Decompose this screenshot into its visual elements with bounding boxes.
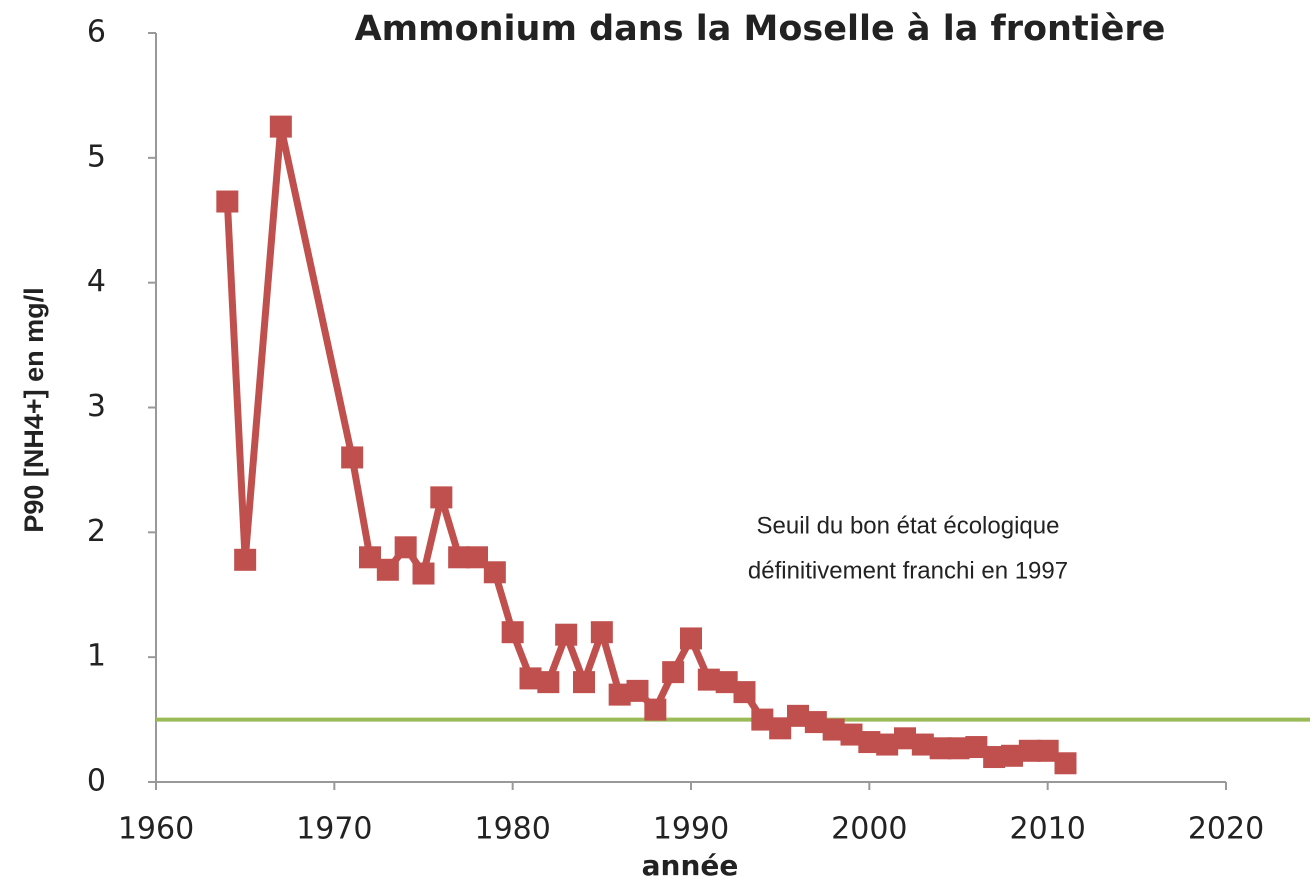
marker <box>840 723 863 746</box>
marker <box>680 627 702 650</box>
marker <box>894 727 916 750</box>
marker <box>769 717 792 740</box>
marker <box>234 548 257 571</box>
x-tick-label: 2010 <box>1009 812 1085 847</box>
marker <box>644 698 667 721</box>
marker <box>1036 739 1059 762</box>
marker <box>983 746 1006 769</box>
y-axis-label: P90 [NH4+] en mg/l <box>19 287 49 532</box>
marker <box>947 737 970 760</box>
chart-title: Ammonium dans la Moselle à la frontière <box>355 9 1166 49</box>
marker <box>1018 739 1041 762</box>
marker <box>590 621 613 644</box>
marker <box>965 736 988 759</box>
marker <box>608 683 631 706</box>
marker <box>1054 752 1077 775</box>
marker <box>662 661 685 684</box>
marker <box>822 718 845 741</box>
marker <box>858 731 881 754</box>
x-tick-label: 1990 <box>653 812 729 847</box>
marker <box>394 536 417 559</box>
marker <box>573 671 595 694</box>
y-tick-label: 1 <box>87 639 106 674</box>
x-tick-label: 2000 <box>831 812 907 847</box>
marker <box>269 115 292 138</box>
marker <box>876 733 899 756</box>
x-tick-label: 1970 <box>296 812 372 847</box>
marker <box>537 671 560 694</box>
x-tick-label: 1980 <box>474 812 550 847</box>
marker <box>501 621 524 644</box>
marker <box>376 558 399 581</box>
marker <box>751 708 774 731</box>
marker <box>216 190 239 213</box>
x-tick-label: 2020 <box>1188 812 1264 847</box>
annotation: Seuil du bon état écologique <box>757 512 1060 539</box>
marker <box>1001 744 1023 767</box>
x-tick-label: 1960 <box>118 812 194 847</box>
y-tick-label: 6 <box>87 15 106 50</box>
marker <box>804 711 827 734</box>
marker <box>466 546 488 569</box>
marker <box>626 679 649 702</box>
marker <box>341 446 364 469</box>
annotation: définitivement franchi en 1997 <box>748 557 1068 584</box>
x-axis-label: année <box>642 849 739 882</box>
marker <box>555 623 578 646</box>
marker <box>787 704 809 727</box>
y-tick-label: 5 <box>87 139 106 174</box>
marker <box>359 546 381 569</box>
marker <box>911 733 934 756</box>
marker <box>412 562 435 585</box>
marker <box>733 681 756 704</box>
marker <box>483 561 506 584</box>
y-tick-label: 0 <box>87 764 106 799</box>
y-tick-label: 2 <box>87 514 106 549</box>
marker <box>430 486 453 509</box>
marker <box>448 546 471 569</box>
marker <box>519 667 542 690</box>
series-line <box>223 123 1068 767</box>
y-tick-label: 3 <box>87 389 106 424</box>
marker <box>715 671 738 694</box>
marker <box>697 668 720 691</box>
y-tick-label: 4 <box>87 264 106 299</box>
marker <box>929 737 952 760</box>
